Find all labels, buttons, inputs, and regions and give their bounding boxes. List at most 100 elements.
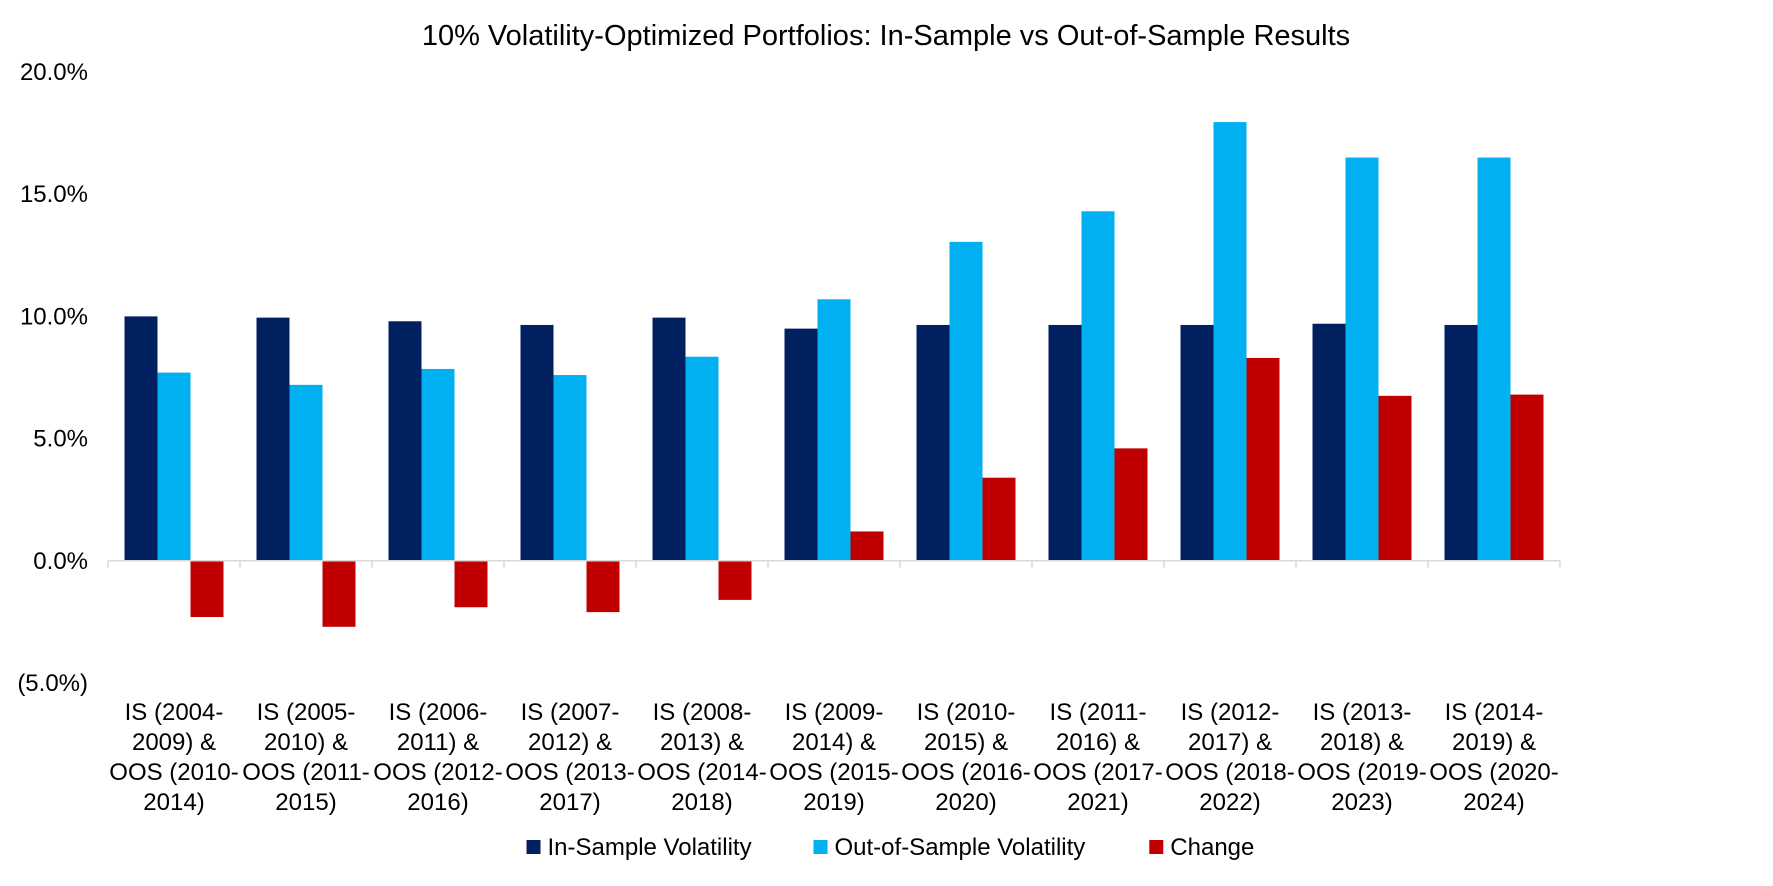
bar-in-sample-volatility — [520, 324, 554, 561]
bar-in-sample-volatility — [256, 317, 290, 561]
bar-in-sample-volatility — [1312, 323, 1346, 561]
legend-swatch — [526, 840, 541, 854]
x-tick-label-line: 2016) — [407, 789, 468, 816]
x-tick-label-line: 2017) & — [1188, 729, 1272, 756]
bar-in-sample-volatility — [652, 317, 686, 561]
legend-item: Out-of-Sample Volatility — [813, 834, 1086, 861]
x-tick-label-line: 2020) — [935, 789, 996, 816]
bar-in-sample-volatility — [1048, 324, 1082, 561]
x-tick-label: IS (2005- 2010) & OOS (2011- 2015) — [242, 699, 370, 816]
x-tick-label-line: 2018) & — [1320, 729, 1404, 756]
x-tick-label-line: 2016) & — [1056, 729, 1140, 756]
bar-in-sample-volatility — [916, 324, 950, 561]
x-tick-label-line: OOS (2014- — [637, 759, 766, 786]
bar-change — [718, 560, 752, 600]
x-tick-label-line: 2015) — [275, 789, 336, 816]
legend-label: In-Sample Volatility — [548, 834, 752, 861]
x-tick-label-line: 2014) & — [792, 729, 876, 756]
bar-out-of-sample-volatility — [1345, 157, 1379, 561]
x-tick-label-line: IS (2006- — [389, 699, 488, 726]
bar-in-sample-volatility — [388, 321, 422, 561]
x-tick-label: IS (2012- 2017) & OOS (2018- 2022) — [1165, 699, 1294, 816]
x-tick-label-line: 2024) — [1463, 789, 1524, 816]
y-tick-label: 0.0% — [33, 548, 88, 575]
x-tick-label: IS (2014- 2019) & OOS (2020- 2024) — [1429, 699, 1558, 816]
bar-out-of-sample-volatility — [553, 375, 587, 561]
chart-title: 10% Volatility-Optimized Portfolios: In-… — [422, 20, 1350, 52]
x-tick-label-line: 2009) & — [132, 729, 216, 756]
x-tick-label-line: 2015) & — [924, 729, 1008, 756]
x-tick-label: IS (2004- 2009) & OOS (2010- 2014) — [109, 699, 238, 816]
x-tick-label: IS (2006- 2011) & OOS (2012- 2016) — [373, 699, 502, 816]
x-tick-label-line: OOS (2010- — [109, 759, 238, 786]
legend-item: Change — [1149, 834, 1254, 861]
bar-in-sample-volatility — [124, 316, 158, 561]
x-axis: IS (2004- 2009) & OOS (2010- 2014) IS (2005-… — [107, 560, 1561, 816]
x-tick-label-line: OOS (2019- — [1297, 759, 1426, 786]
x-tick-label-line: 2021) — [1067, 789, 1128, 816]
bar-change — [322, 560, 356, 627]
bar-change — [1114, 448, 1148, 561]
x-tick-label-line: IS (2011- — [1050, 699, 1147, 726]
x-tick-label-line: 2019) & — [1452, 729, 1536, 756]
x-tick-label-line: 2012) & — [528, 729, 612, 756]
bar-out-of-sample-volatility — [817, 299, 851, 561]
bar-out-of-sample-volatility — [1477, 157, 1511, 561]
x-tick-label-line: IS (2013- — [1313, 699, 1412, 726]
x-tick-label: IS (2007- 2012) & OOS (2013- 2017) — [505, 699, 634, 816]
x-tick-label: IS (2011- 2016) & OOS (2017- 2021) — [1033, 699, 1162, 816]
x-tick-label: IS (2010- 2015) & OOS (2016- 2020) — [901, 699, 1030, 816]
bar-change — [586, 560, 620, 613]
bar-out-of-sample-volatility — [685, 356, 719, 561]
y-tick-label: 10.0% — [20, 303, 88, 330]
x-tick-label-line: OOS (2020- — [1429, 759, 1558, 786]
bar-change — [850, 531, 884, 561]
bars — [124, 122, 1544, 627]
x-tick-label: IS (2008- 2013) & OOS (2014- 2018) — [637, 699, 766, 816]
x-tick-label-line: IS (2007- — [521, 699, 620, 726]
bar-in-sample-volatility — [784, 328, 818, 561]
x-tick-label-line: IS (2008- — [653, 699, 752, 726]
bar-change — [190, 560, 224, 618]
y-tick-label: 20.0% — [20, 59, 88, 86]
bar-out-of-sample-volatility — [1081, 211, 1115, 561]
bar-change — [982, 477, 1016, 561]
bar-out-of-sample-volatility — [1213, 122, 1247, 561]
bar-change — [1510, 394, 1544, 561]
x-tick-label-line: OOS (2018- — [1165, 759, 1294, 786]
bar-change — [454, 560, 488, 608]
y-axis: 20.0% 15.0% 10.0% 5.0% 0.0% (5.0%) — [17, 59, 88, 697]
bar-change — [1378, 395, 1412, 561]
legend-swatch — [813, 840, 828, 854]
x-tick-label-line: IS (2005- — [257, 699, 356, 726]
x-tick-label-line: OOS (2016- — [901, 759, 1030, 786]
x-tick-label-line: OOS (2013- — [505, 759, 634, 786]
bar-out-of-sample-volatility — [157, 372, 191, 561]
x-tick-label-line: IS (2012- — [1181, 699, 1280, 726]
bar-out-of-sample-volatility — [289, 384, 323, 561]
legend-label: Change — [1170, 834, 1254, 861]
bar-in-sample-volatility — [1444, 324, 1478, 561]
y-tick-label: 15.0% — [20, 181, 88, 208]
x-tick-label: IS (2013- 2018) & OOS (2019- 2023) — [1297, 699, 1426, 816]
x-tick-label-line: IS (2014- — [1445, 699, 1544, 726]
x-tick-label-line: OOS (2012- — [373, 759, 502, 786]
bar-out-of-sample-volatility — [949, 241, 983, 561]
x-tick-label-line: 2017) — [539, 789, 600, 816]
x-tick-label-line: 2018) — [671, 789, 732, 816]
x-tick-label-line: 2019) — [803, 789, 864, 816]
x-tick-label-line: IS (2004- — [125, 699, 224, 726]
x-tick-label-line: IS (2009- — [785, 699, 884, 726]
x-tick-label-line: 2011) & — [397, 729, 479, 756]
x-tick-label-line: 2023) — [1331, 789, 1392, 816]
bar-in-sample-volatility — [1180, 324, 1214, 561]
legend-item: In-Sample Volatility — [526, 834, 752, 861]
legend-swatch — [1149, 840, 1164, 854]
bar-change — [1246, 357, 1280, 561]
x-tick-label-line: OOS (2017- — [1033, 759, 1162, 786]
x-tick-label-line: OOS (2011- — [242, 759, 370, 786]
legend-label: Out-of-Sample Volatility — [835, 834, 1086, 861]
x-tick-label-line: OOS (2015- — [769, 759, 898, 786]
bar-out-of-sample-volatility — [421, 368, 455, 561]
